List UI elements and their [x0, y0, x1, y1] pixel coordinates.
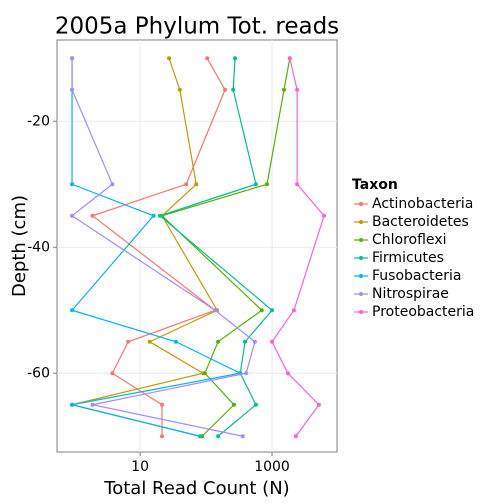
data-point [202, 371, 207, 376]
data-point [157, 213, 162, 218]
data-point [231, 402, 236, 407]
data-point [270, 339, 275, 344]
legend-marker [359, 256, 363, 260]
x-axis-label: Total Read Count (N) [103, 478, 289, 499]
data-point [173, 339, 178, 344]
data-point [233, 56, 238, 61]
data-point [243, 339, 248, 344]
data-point [194, 182, 199, 187]
data-point [293, 434, 298, 439]
data-point [70, 402, 75, 407]
data-point [216, 434, 221, 439]
legend-marker [359, 292, 363, 296]
data-point [285, 371, 290, 376]
y-tick-label: -60 [27, 365, 50, 381]
data-point [244, 371, 249, 376]
data-point [213, 308, 218, 313]
legend-marker [359, 310, 363, 314]
legend-marker [359, 202, 363, 206]
data-point [70, 213, 75, 218]
data-point [160, 434, 165, 439]
legend-label: Bacteroidetes [372, 214, 469, 230]
legend-marker [359, 274, 363, 278]
legend-marker [359, 220, 363, 224]
data-point [295, 87, 300, 92]
data-point [291, 308, 296, 313]
data-point [70, 56, 75, 61]
legend-label: Firmicutes [372, 250, 444, 266]
x-tick-label: 1000 [254, 459, 290, 475]
data-point [265, 182, 270, 187]
data-point [198, 434, 203, 439]
y-tick-label: -40 [27, 239, 50, 255]
data-point [147, 339, 152, 344]
data-point [316, 402, 321, 407]
legend-title: Taxon [352, 177, 398, 193]
data-point [223, 87, 228, 92]
legend-label: Proteobacteria [372, 304, 474, 320]
x-tick-label: 10 [131, 459, 149, 475]
data-point [253, 402, 258, 407]
data-point [126, 339, 131, 344]
data-point [70, 87, 75, 92]
plot-panel [56, 39, 338, 453]
data-point [252, 339, 257, 344]
legend-label: Nitrospirae [372, 286, 449, 302]
data-point [110, 182, 115, 187]
chart-title: 2005a Phylum Tot. reads [55, 14, 339, 40]
data-point [177, 87, 182, 92]
data-point [259, 308, 264, 313]
data-point [322, 213, 327, 218]
legend-label: Actinobacteria [372, 196, 473, 212]
data-point [151, 213, 156, 218]
legend-label: Chloroflexi [372, 232, 446, 248]
data-point [270, 308, 275, 313]
data-point [160, 402, 165, 407]
data-point [167, 56, 172, 61]
data-point [110, 371, 115, 376]
data-point [231, 87, 236, 92]
y-axis-label: Depth (cm) [9, 195, 30, 297]
data-point [282, 87, 287, 92]
data-point [253, 182, 258, 187]
data-point [90, 402, 95, 407]
y-tick-label: -20 [27, 113, 50, 129]
data-point [90, 213, 95, 218]
data-point [295, 182, 300, 187]
data-point [70, 308, 75, 313]
data-point [216, 339, 221, 344]
data-point [70, 182, 75, 187]
data-point [184, 182, 189, 187]
data-point [240, 434, 245, 439]
legend-marker [359, 238, 363, 242]
legend-label: Fusobacteria [372, 268, 462, 284]
data-point [287, 56, 292, 61]
data-point [205, 56, 210, 61]
